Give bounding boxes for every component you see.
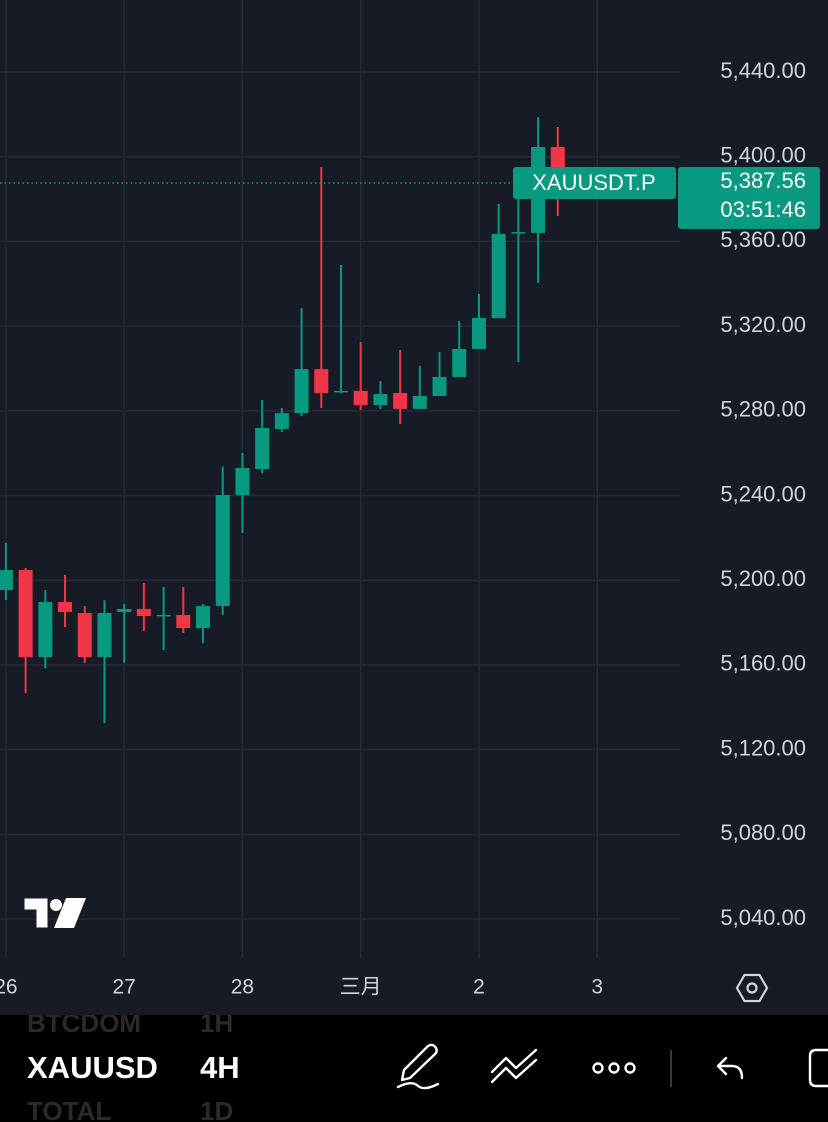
x-tick-label: 三月 xyxy=(340,976,382,999)
candle-body xyxy=(491,233,506,319)
candle-body xyxy=(97,613,112,658)
logo xyxy=(23,897,86,929)
y-tick-label: 5,120.00 xyxy=(720,735,806,760)
y-tick-label: 5,200.00 xyxy=(720,566,806,591)
candle-body xyxy=(176,614,191,629)
symbol-option[interactable]: BTCDOM xyxy=(27,1008,141,1038)
toolbar-content: BTCDOM XAUUSD TOTAL 1H 4H 1D xyxy=(27,1008,240,1122)
y-tick-label: 5,280.00 xyxy=(720,397,806,422)
y-tick-label: 5,040.00 xyxy=(720,905,806,930)
fullscreen-button[interactable] xyxy=(808,1048,828,1088)
x-tick-label: 26 xyxy=(0,976,18,999)
candle-body xyxy=(412,395,427,409)
candle-body xyxy=(77,613,92,658)
candle-body xyxy=(156,614,171,617)
candle-body xyxy=(136,609,151,617)
candle-body xyxy=(452,348,467,377)
y-tick-label: 5,320.00 xyxy=(720,312,806,337)
candle-body xyxy=(373,394,388,406)
symbol-picker[interactable]: BTCDOM XAUUSD TOTAL xyxy=(27,1008,158,1122)
candle-body xyxy=(196,606,211,629)
countdown-label: 03:51:46 xyxy=(720,197,806,222)
interval-current[interactable]: 4H xyxy=(200,1050,240,1085)
indicators-button[interactable] xyxy=(490,1048,538,1084)
symbol-tag xyxy=(513,167,676,200)
settings-button[interactable] xyxy=(735,973,769,1003)
price-tag xyxy=(678,167,820,230)
candle-body xyxy=(432,376,447,396)
candle-body xyxy=(274,413,289,430)
interval-option[interactable]: 1H xyxy=(200,1008,233,1038)
candle-body xyxy=(215,495,230,607)
y-tick-label: 5,240.00 xyxy=(720,481,806,506)
candle-body xyxy=(18,570,33,658)
candle-body xyxy=(255,427,270,470)
interval-option[interactable]: 1D xyxy=(200,1096,233,1122)
symbol-option[interactable]: TOTAL xyxy=(27,1096,111,1122)
price-tag-label: 5,387.56 xyxy=(720,168,806,193)
candle-body xyxy=(333,390,348,393)
symbol-current[interactable]: XAUUSD xyxy=(27,1050,158,1085)
overlay: 5,040.00 5,080.00 5,120.00 5,160.00 5,200.00… xyxy=(0,58,820,999)
y-tick-label: 5,080.00 xyxy=(720,820,806,845)
y-tick-label: 5,360.00 xyxy=(720,227,806,252)
candle-body xyxy=(471,318,486,349)
candle-body xyxy=(294,369,309,414)
candle-body xyxy=(511,232,526,234)
candle-body xyxy=(314,369,329,394)
x-tick-label: 2 xyxy=(473,976,485,999)
draw-button[interactable] xyxy=(396,1043,440,1090)
candle-body xyxy=(0,570,13,590)
candle-body xyxy=(58,602,73,612)
x-tick-label: 3 xyxy=(591,976,603,999)
candle-body xyxy=(353,390,368,406)
candle-body xyxy=(393,393,408,409)
candle-body xyxy=(117,609,132,612)
x-tick-label: 28 xyxy=(231,976,254,999)
candle-body xyxy=(235,467,250,496)
y-tick-label: 5,440.00 xyxy=(720,58,806,83)
undo-button[interactable] xyxy=(716,1056,744,1080)
y-tick-label: 5,400.00 xyxy=(720,143,806,168)
symbol-tag-label: XAUUSDT.P xyxy=(532,170,655,195)
x-tick-label: 27 xyxy=(112,976,135,999)
toolbar xyxy=(0,1015,828,1122)
candle-body xyxy=(38,602,53,658)
y-tick-label: 5,160.00 xyxy=(720,651,806,676)
more-button[interactable] xyxy=(592,1062,636,1074)
